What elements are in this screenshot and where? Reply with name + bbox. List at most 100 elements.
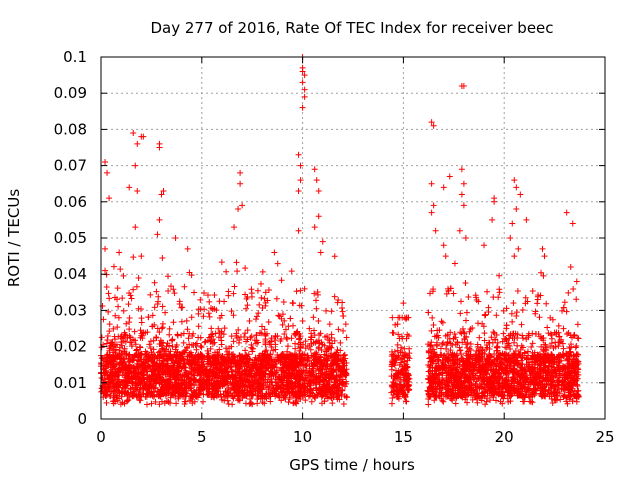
roti-point — [220, 359, 227, 366]
roti-point — [294, 328, 301, 335]
roti-point — [127, 356, 134, 363]
roti-point — [318, 347, 325, 354]
roti-point — [428, 327, 435, 334]
roti-point — [329, 400, 336, 407]
roti-point — [262, 289, 269, 296]
roti-point — [559, 350, 566, 357]
roti-point — [179, 377, 186, 384]
roti-point — [496, 286, 503, 293]
roti-point — [178, 304, 185, 311]
roti-point — [133, 283, 140, 290]
roti-point — [150, 346, 157, 353]
roti-point — [265, 286, 272, 293]
roti-point — [216, 315, 223, 322]
roti-point — [157, 340, 164, 347]
roti-point — [439, 397, 446, 404]
roti-point — [458, 298, 465, 305]
roti-point — [525, 381, 532, 388]
roti-point — [427, 354, 434, 361]
roti-point — [166, 331, 173, 338]
roti-point — [156, 329, 163, 336]
roti-point — [130, 254, 137, 261]
roti-point — [103, 284, 110, 291]
roti-point — [511, 354, 518, 361]
roti-point — [315, 318, 322, 325]
roti-point — [153, 288, 160, 295]
roti-point — [242, 347, 249, 354]
roti-point — [288, 268, 295, 275]
roti-point — [205, 360, 212, 367]
roti-point — [331, 293, 338, 300]
roti-point — [458, 330, 465, 337]
roti-point — [176, 392, 183, 399]
roti-point — [557, 396, 564, 403]
roti-point — [221, 393, 228, 400]
roti-point — [429, 358, 436, 365]
roti-point — [507, 355, 514, 362]
roti-point — [302, 369, 309, 376]
roti-point — [170, 286, 177, 293]
roti-point — [429, 314, 436, 321]
roti-point — [227, 380, 234, 387]
roti-point — [140, 330, 147, 337]
roti-point — [447, 347, 454, 354]
roti-point — [119, 372, 126, 379]
roti-point — [158, 325, 165, 332]
roti-point — [440, 398, 447, 405]
roti-point — [121, 400, 128, 407]
roti-point — [439, 341, 446, 348]
roti-point — [163, 343, 170, 350]
roti-point — [253, 316, 260, 323]
roti-point — [176, 301, 183, 308]
roti-point — [106, 328, 113, 335]
roti-point — [293, 288, 300, 295]
roti-point — [523, 389, 530, 396]
roti-point — [429, 346, 436, 353]
roti-point — [205, 310, 212, 317]
roti-point — [563, 308, 570, 315]
roti-point — [135, 275, 142, 282]
roti-point — [183, 378, 190, 385]
roti-point — [529, 287, 536, 294]
roti-point — [204, 292, 211, 299]
roti-point — [499, 375, 506, 382]
roti-point — [188, 371, 195, 378]
roti-point — [553, 331, 560, 338]
roti-point — [339, 304, 346, 311]
roti-point — [106, 295, 113, 302]
roti-point — [268, 344, 275, 351]
roti-point — [554, 382, 561, 389]
roti-point — [339, 308, 346, 315]
roti-point — [128, 295, 135, 302]
roti-point — [136, 397, 143, 404]
roti-point — [198, 344, 205, 351]
roti-point — [400, 353, 407, 360]
roti-point — [258, 386, 265, 393]
roti-point — [556, 333, 563, 340]
roti-point — [233, 259, 240, 266]
roti-point — [439, 319, 446, 326]
roti-point — [227, 386, 233, 393]
roti-point — [242, 265, 249, 272]
roti-point — [201, 339, 208, 346]
roti-point — [158, 398, 165, 405]
roti-point — [510, 300, 517, 307]
roti-point — [573, 296, 580, 303]
roti-point — [507, 398, 514, 405]
roti-point — [540, 334, 547, 341]
roti-point — [102, 371, 109, 378]
roti-point — [457, 329, 464, 336]
roti-point — [560, 325, 567, 332]
roti-point — [474, 399, 481, 406]
roti-point — [511, 335, 518, 342]
roti-point — [147, 291, 154, 298]
roti-point — [131, 328, 138, 335]
roti-point — [248, 333, 255, 340]
roti-point — [197, 367, 204, 374]
roti-point — [124, 334, 131, 341]
roti-point — [120, 272, 127, 279]
roti-point — [184, 326, 191, 333]
roti-point — [181, 283, 188, 290]
